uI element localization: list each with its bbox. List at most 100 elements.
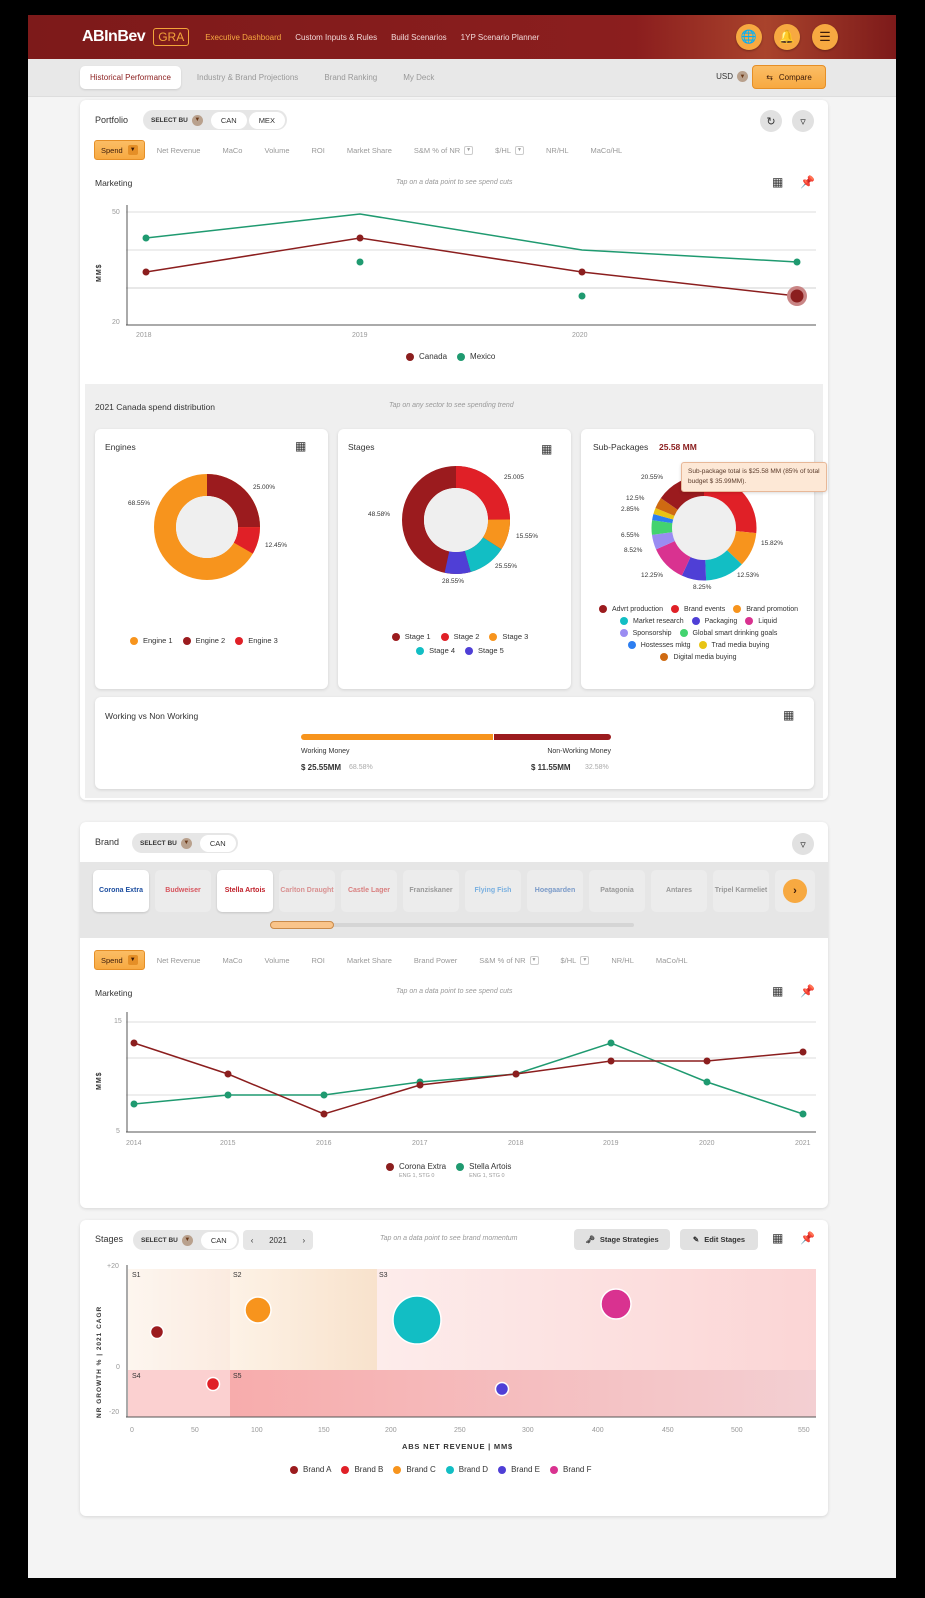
grid-view-icon[interactable]: ▦ <box>772 984 784 998</box>
legend-canada[interactable]: Canada <box>406 352 447 361</box>
nav-custom-inputs[interactable]: Custom Inputs & Rules <box>295 32 378 42</box>
metric-roi[interactable]: ROI <box>311 955 325 965</box>
edit-stages-button[interactable]: ✎ Edit Stages <box>680 1229 758 1250</box>
tab-my-deck[interactable]: My Deck <box>403 73 435 82</box>
stages-donut[interactable] <box>400 464 512 576</box>
metric-maco-hl[interactable]: MaCo/HL <box>590 145 623 155</box>
brand-logo-hoegaarden[interactable]: Hoegaarden <box>527 870 583 912</box>
metric-volume[interactable]: Volume <box>264 955 290 965</box>
legend-stage-1[interactable]: Stage 1 <box>391 632 431 642</box>
bu-option-mex[interactable]: MEX <box>248 111 285 129</box>
legend-corona[interactable]: Corona Extra ENG 1, STG 0 <box>386 1162 446 1179</box>
legend-item[interactable]: Sponsorship <box>619 629 672 637</box>
brand-logo-castle[interactable]: Castle Lager <box>341 870 397 912</box>
tab-industry-brand-projections[interactable]: Industry & Brand Projections <box>196 73 299 82</box>
metric-maco-hl[interactable]: MaCo/HL <box>655 955 688 965</box>
legend-item[interactable]: Digital media buying <box>660 653 737 661</box>
metric-volume[interactable]: Volume <box>264 145 290 155</box>
brand-logo-franziskaner[interactable]: Franziskaner <box>403 870 459 912</box>
metric-maco[interactable]: MaCo <box>222 145 243 155</box>
legend-stage-5[interactable]: Stage 5 <box>465 646 504 656</box>
brand-logo-budweiser[interactable]: Budweiser <box>155 870 211 912</box>
grid-view-icon[interactable]: ▦ <box>772 175 784 189</box>
legend-engine-1[interactable]: Engine 1 <box>130 636 173 646</box>
brand-logo-tripel[interactable]: Tripel Karmeliet <box>713 870 769 912</box>
legend-brand-e[interactable]: Brand E <box>498 1465 540 1474</box>
legend-stage-3[interactable]: Stage 3 <box>489 632 528 642</box>
nav-build-scenarios[interactable]: Build Scenarios <box>391 32 447 42</box>
pin-icon[interactable]: 📌 <box>800 1231 815 1245</box>
metric-market-share[interactable]: Market Share <box>346 955 392 965</box>
chevron-right-icon[interactable]: › <box>302 1235 306 1245</box>
select-bu-dropdown[interactable]: SELECT BU ▼ <box>134 837 198 849</box>
grid-view-icon[interactable]: ▦ <box>541 442 553 456</box>
metric-roi[interactable]: ROI <box>311 145 325 155</box>
legend-item[interactable]: Trad media buying <box>698 641 769 649</box>
spend-dropdown[interactable]: Spend ▼ <box>94 950 145 970</box>
tab-brand-ranking[interactable]: Brand Ranking <box>324 73 378 82</box>
legend-brand-f[interactable]: Brand F <box>550 1465 591 1474</box>
currency-select[interactable]: USD ▼ <box>716 71 748 82</box>
legend-item[interactable]: Brand promotion <box>733 605 798 613</box>
tab-historical-performance[interactable]: Historical Performance <box>80 66 181 89</box>
bu-option-can[interactable]: CAN <box>210 111 247 129</box>
brand-logo-flying-fish[interactable]: Flying Fish <box>465 870 521 912</box>
legend-item[interactable]: Packaging <box>691 617 737 625</box>
legend-stage-4[interactable]: Stage 4 <box>416 646 455 656</box>
scrollbar-thumb[interactable] <box>270 921 334 929</box>
legend-brand-d[interactable]: Brand D <box>445 1465 488 1474</box>
pin-icon[interactable]: 📌 <box>800 984 815 998</box>
legend-item[interactable]: Liquid <box>745 617 777 625</box>
legend-item[interactable]: Market research <box>620 617 684 625</box>
bu-option-can[interactable]: CAN <box>199 834 236 852</box>
filter-icon[interactable]: ▿ <box>792 110 814 132</box>
carousel-next-button[interactable]: › <box>775 870 815 912</box>
select-bu-dropdown[interactable]: SELECT BU ▼ <box>135 1234 199 1246</box>
metric-sm-pct-nr[interactable]: S&M % of NR ▼ <box>479 955 539 965</box>
metric-nr-hl[interactable]: NR/HL <box>611 955 634 965</box>
legend-engine-3[interactable]: Engine 3 <box>235 636 278 646</box>
stage-strategies-button[interactable]: 🗝 Stage Strategies <box>574 1229 670 1250</box>
brand-logo-carlton[interactable]: Carlton Draught <box>279 870 335 912</box>
menu-icon[interactable]: ☰ <box>812 24 838 50</box>
globe-icon[interactable]: 🌐 <box>736 24 762 50</box>
brand-logo-antares[interactable]: Antares <box>651 870 707 912</box>
legend-item[interactable]: Hostesses mktg <box>627 641 691 649</box>
metric-brand-power[interactable]: Brand Power <box>413 955 458 965</box>
filter-icon[interactable]: ▿ <box>792 833 814 855</box>
grid-view-icon[interactable]: ▦ <box>783 708 795 722</box>
legend-item[interactable]: Advrt production <box>599 605 663 613</box>
legend-engine-2[interactable]: Engine 2 <box>182 636 225 646</box>
metric-market-share[interactable]: Market Share <box>346 145 392 155</box>
spend-dropdown[interactable]: Spend ▼ <box>94 140 145 160</box>
legend-stage-2[interactable]: Stage 2 <box>440 632 479 642</box>
metric-net-revenue[interactable]: Net Revenue <box>156 955 201 965</box>
legend-brand-b[interactable]: Brand B <box>341 1465 383 1474</box>
nav-scenario-planner[interactable]: 1YP Scenario Planner <box>460 32 540 42</box>
compare-button[interactable]: ⇆ Compare <box>752 65 826 89</box>
legend-stella[interactable]: Stella Artois ENG 1, STG 0 <box>456 1162 511 1179</box>
grid-view-icon[interactable]: ▦ <box>772 1231 784 1245</box>
brand-logo-patagonia[interactable]: Patagonia <box>589 870 645 912</box>
bell-icon[interactable]: 🔔 <box>774 24 800 50</box>
stages-bubble-chart[interactable] <box>126 1265 816 1420</box>
chevron-left-icon[interactable]: ‹ <box>250 1235 254 1245</box>
engines-donut[interactable] <box>152 472 262 582</box>
brand-line-chart[interactable] <box>126 1012 816 1137</box>
metric-nr-hl[interactable]: NR/HL <box>546 145 569 155</box>
nav-executive-dashboard[interactable]: Executive Dashboard <box>205 32 282 42</box>
legend-brand-a[interactable]: Brand A <box>290 1465 331 1474</box>
metric-net-revenue[interactable]: Net Revenue <box>156 145 201 155</box>
brand-logo-stella[interactable]: Stella Artois <box>217 870 273 912</box>
bu-option-can[interactable]: CAN <box>200 1231 237 1249</box>
legend-brand-c[interactable]: Brand C <box>393 1465 436 1474</box>
pin-icon[interactable]: 📌 <box>800 175 815 189</box>
legend-mexico[interactable]: Mexico <box>457 352 495 361</box>
metric-dollar-hl[interactable]: $/HL ▼ <box>495 145 524 155</box>
reset-icon[interactable]: ↻ <box>760 110 782 132</box>
metric-maco[interactable]: MaCo <box>222 955 243 965</box>
select-bu-dropdown[interactable]: SELECT BU ▼ <box>145 114 209 126</box>
metric-dollar-hl[interactable]: $/HL ▼ <box>561 955 590 965</box>
portfolio-line-chart[interactable] <box>126 205 816 330</box>
carousel-scrollbar[interactable] <box>270 921 634 929</box>
